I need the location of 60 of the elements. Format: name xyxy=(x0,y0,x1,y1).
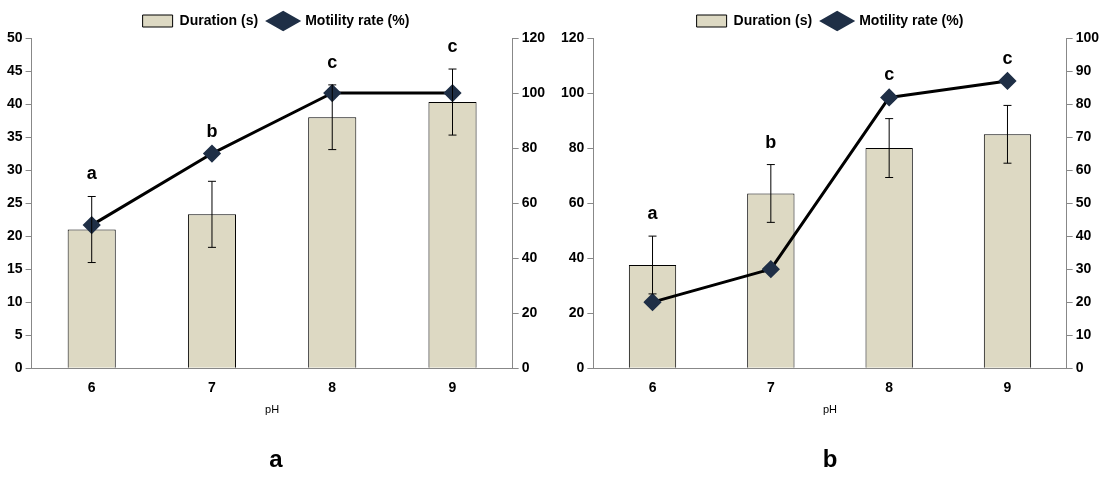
legend-label: Duration (s) xyxy=(179,11,259,28)
y-tick-label: 100 xyxy=(561,83,585,100)
y2-tick-label: 100 xyxy=(1075,28,1100,45)
y2-tick-label: 80 xyxy=(1075,94,1092,111)
text: b xyxy=(822,445,838,473)
annotation: b xyxy=(765,131,777,152)
y-tick-label: 45 xyxy=(6,61,23,78)
y-tick-label: 20 xyxy=(568,304,585,321)
x-tick-label: 8 xyxy=(885,379,894,396)
x-tick-label: 9 xyxy=(448,379,457,396)
y-tick-label: 0 xyxy=(14,359,23,376)
legend-label: Motility rate (%) xyxy=(305,11,410,28)
y2-tick-label: 30 xyxy=(1075,260,1092,276)
y-tick-label: 30 xyxy=(6,160,23,177)
x-tick-label: 9 xyxy=(1003,379,1012,396)
y-tick-label: 60 xyxy=(568,193,585,210)
y-tick-label: 5 xyxy=(14,326,23,343)
y2-tick-label: 70 xyxy=(1075,127,1092,144)
annotation: c xyxy=(884,64,895,85)
y2-tick-label: 120 xyxy=(521,28,546,45)
y2-tick-label: 20 xyxy=(521,304,538,321)
y2-tick-label: 50 xyxy=(1075,193,1092,210)
y2-tick-label: 40 xyxy=(521,248,538,265)
y2-tick-label: 60 xyxy=(521,193,538,210)
y2-tick-label: 90 xyxy=(1075,61,1092,78)
y-tick-label: 40 xyxy=(568,248,585,265)
x-axis-title: pH xyxy=(265,402,280,415)
y-tick-label: 25 xyxy=(6,193,23,210)
y2-tick-label: 80 xyxy=(521,138,538,155)
annotation: b xyxy=(206,120,218,141)
y-tick-label: 50 xyxy=(6,28,23,45)
y-tick-label: 15 xyxy=(6,260,23,276)
y2-tick-label: 0 xyxy=(1075,359,1084,376)
text: a xyxy=(269,445,284,473)
y2-tick-label: 20 xyxy=(1075,293,1092,310)
annotation: c xyxy=(327,51,338,72)
x-tick-label: 7 xyxy=(208,379,217,396)
y2-tick-label: 10 xyxy=(1075,326,1092,343)
y-tick-label: 35 xyxy=(6,127,23,144)
x-tick-label: 6 xyxy=(87,379,96,396)
y-tick-label: 40 xyxy=(6,94,23,111)
x-tick-label: 8 xyxy=(328,379,337,396)
x-axis-title: pH xyxy=(822,402,838,415)
legend-label: Duration (s) xyxy=(733,11,813,28)
y2-tick-label: 100 xyxy=(521,83,546,100)
y-tick-label: 120 xyxy=(561,28,585,45)
y2-tick-label: 0 xyxy=(521,359,530,376)
y-tick-label: 10 xyxy=(6,293,23,310)
y2-tick-label: 40 xyxy=(1075,226,1092,243)
y2-tick-label: 60 xyxy=(1075,160,1092,177)
legend-label: Motility rate (%) xyxy=(859,11,964,28)
x-tick-label: 7 xyxy=(766,379,775,396)
annotation: c xyxy=(1002,47,1013,68)
y-tick-label: 0 xyxy=(576,359,585,376)
y-tick-label: 80 xyxy=(568,138,585,155)
annotation: a xyxy=(86,163,98,184)
y-tick-label: 20 xyxy=(6,226,23,243)
x-tick-label: 6 xyxy=(648,379,657,396)
annotation: a xyxy=(647,203,659,224)
annotation: c xyxy=(447,36,458,57)
